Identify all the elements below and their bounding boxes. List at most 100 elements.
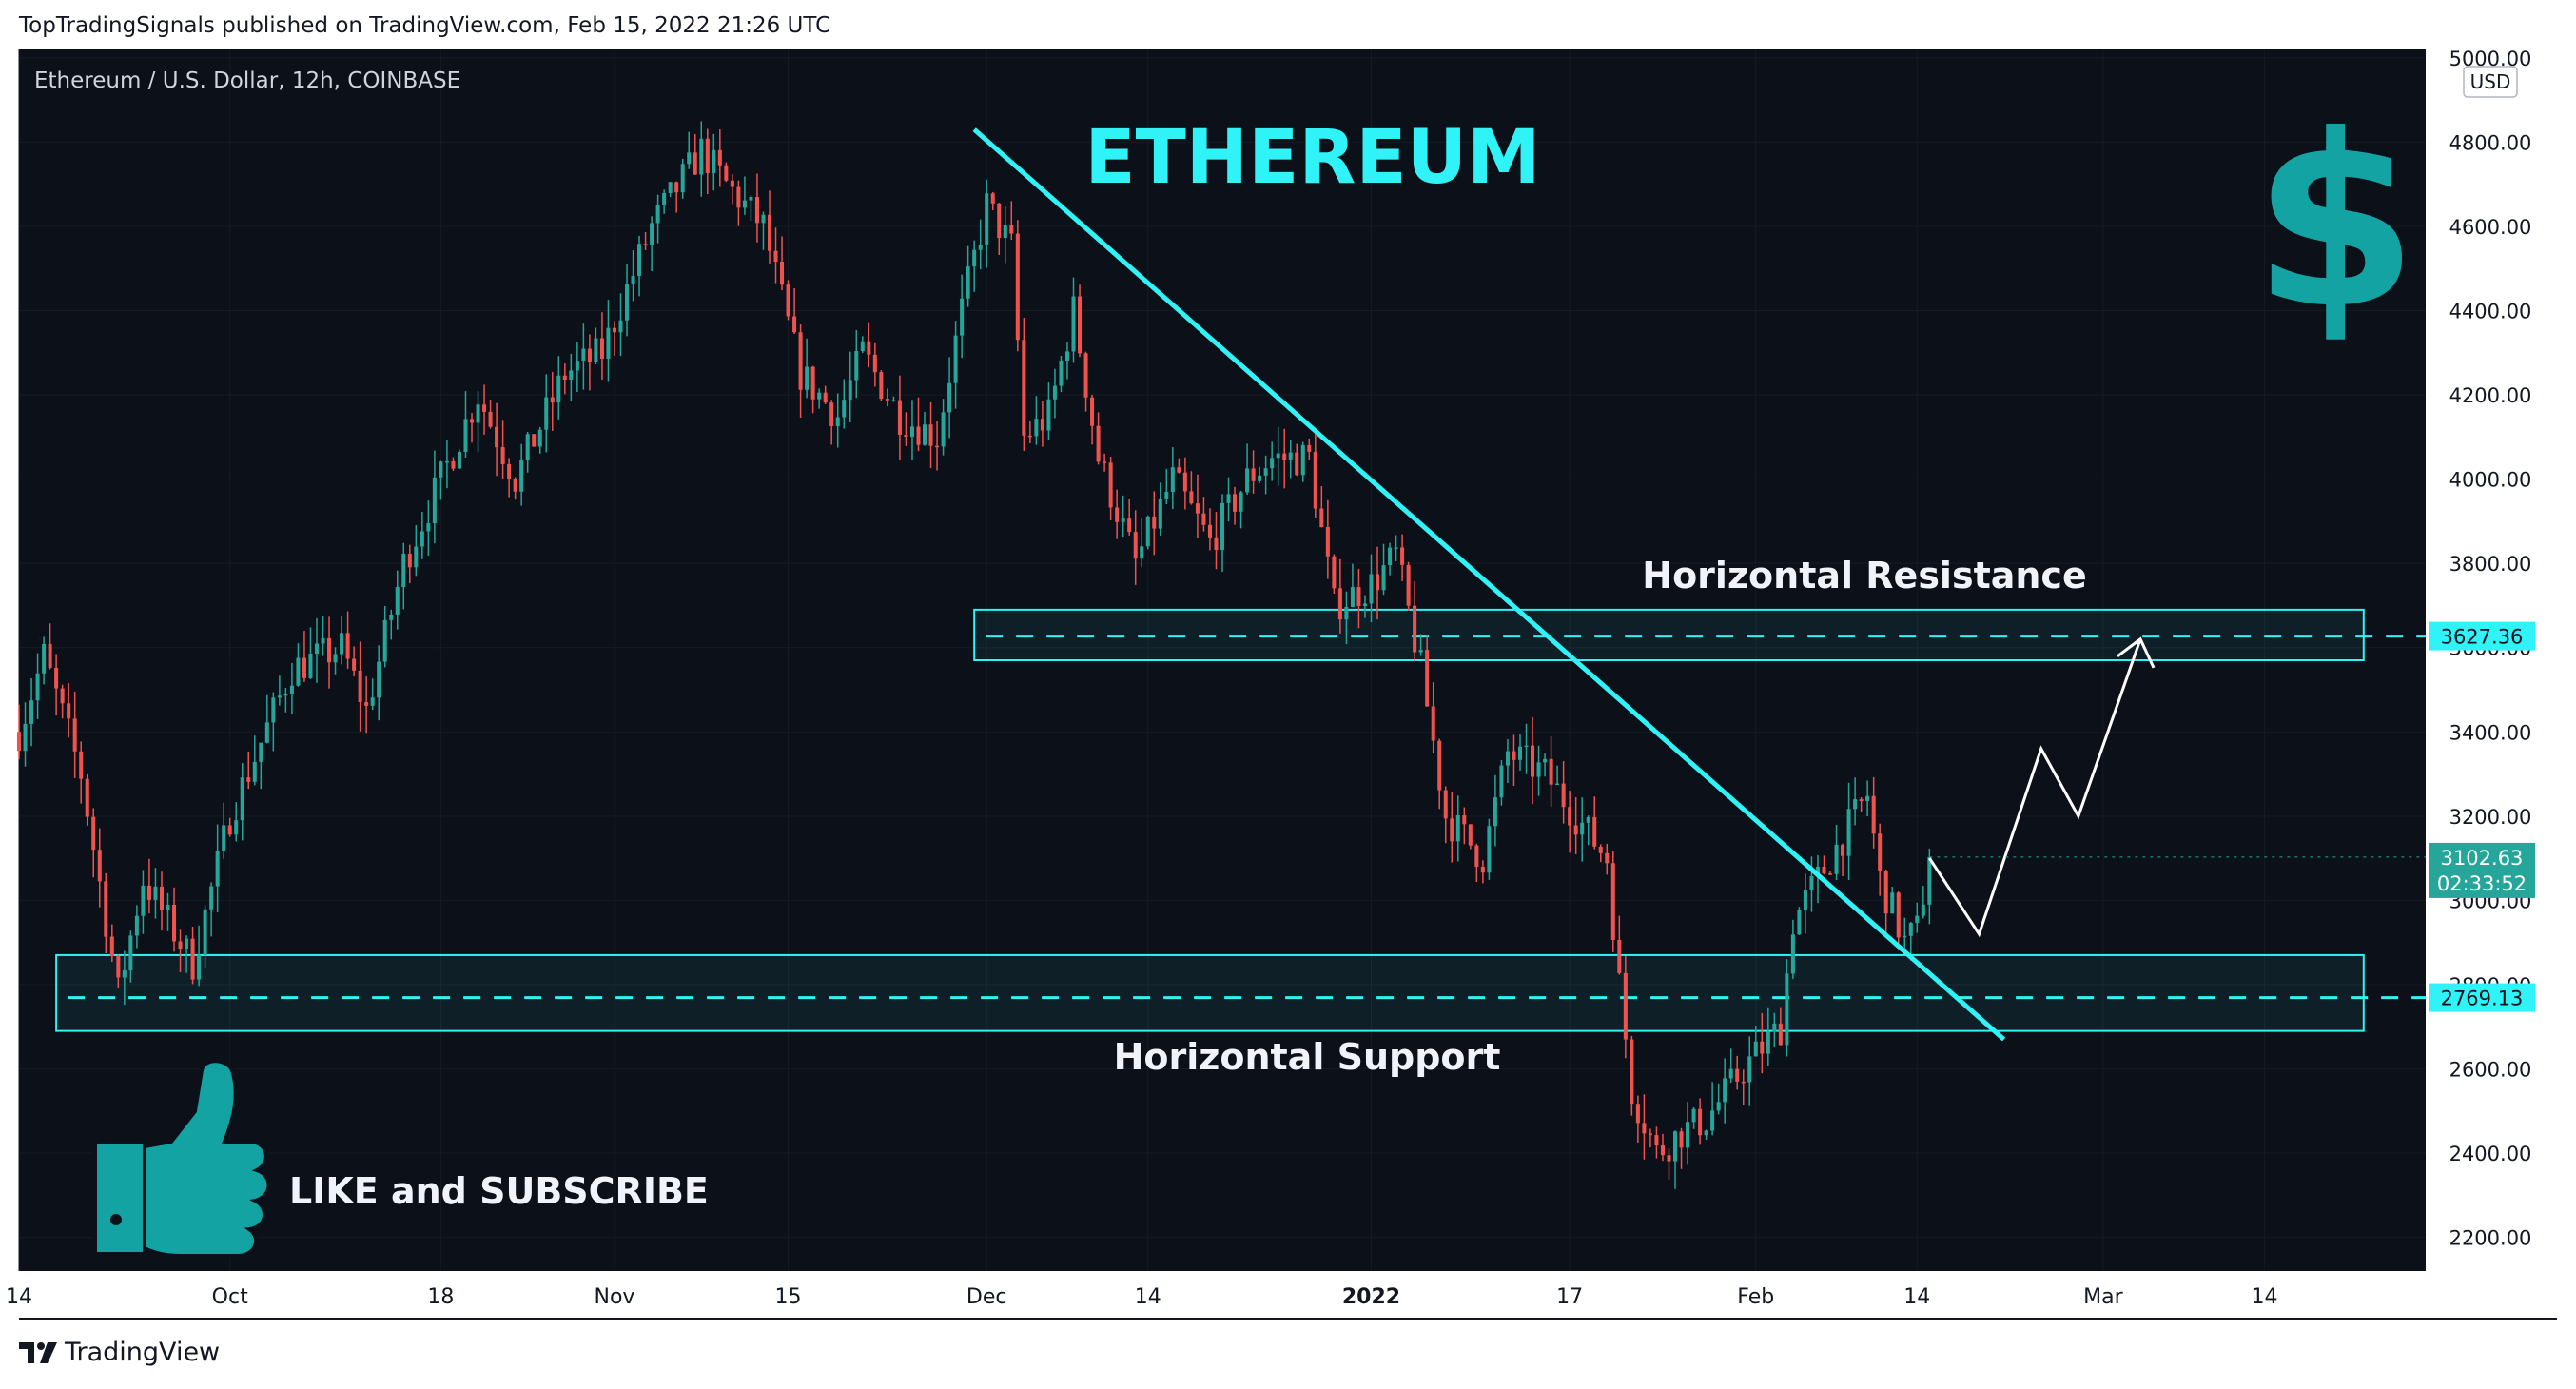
candle-down	[1592, 816, 1597, 847]
candle-up	[1487, 826, 1492, 873]
candle-down	[1127, 518, 1132, 533]
candle-up	[1220, 502, 1225, 550]
candle-up	[749, 197, 753, 201]
candle-down	[1083, 353, 1088, 398]
candle-down	[1307, 444, 1312, 452]
candle-down	[1325, 526, 1330, 557]
candle-up	[1505, 751, 1510, 766]
candle-up	[1350, 587, 1355, 607]
candle-up	[1121, 518, 1125, 522]
candle-down	[327, 637, 332, 663]
time-axis[interactable]: 14 Oct 18 Nov 15 Dec 14 2022 17 Feb 14 Mar 14	[6, 1285, 2277, 1309]
candle-down	[1474, 845, 1479, 868]
time-tick-label: Nov	[595, 1285, 635, 1309]
candle-up	[1865, 795, 1870, 801]
candle-up	[1555, 783, 1560, 786]
candle-up	[655, 205, 660, 224]
candle-up	[556, 375, 561, 403]
candle-down	[780, 262, 785, 285]
candle-down	[116, 956, 121, 978]
candle-up	[1276, 453, 1280, 459]
candle-down	[1741, 1081, 1746, 1084]
candle-up	[252, 761, 257, 782]
price-tick-label: 4200.00	[2449, 384, 2532, 407]
candle-up	[860, 341, 865, 351]
candle-down	[823, 392, 828, 403]
candle-down	[1207, 524, 1212, 538]
currency-badge[interactable]	[2463, 66, 2518, 98]
candle-down	[407, 553, 412, 568]
candle-down	[867, 341, 871, 355]
candle-down	[1189, 491, 1194, 504]
candle-down	[674, 182, 679, 193]
candle-up	[308, 654, 313, 678]
candle-down	[897, 400, 902, 436]
candle-down	[1883, 871, 1888, 914]
candle-down	[1295, 452, 1299, 476]
candle-up	[817, 392, 822, 400]
candle-up	[463, 419, 468, 452]
candle-down	[1133, 532, 1138, 559]
candle-up	[35, 673, 40, 701]
candle-up	[1704, 1130, 1708, 1136]
candle-down	[1480, 867, 1485, 873]
drawings	[972, 127, 2426, 1042]
time-tick-label: Feb	[1737, 1285, 1774, 1309]
candle-up	[854, 350, 859, 381]
candle-up	[1245, 468, 1250, 493]
projection-path	[1928, 638, 2142, 938]
candle-down	[1431, 706, 1435, 741]
candle-down	[1617, 939, 1622, 973]
candle-up	[985, 193, 989, 245]
price-tick-label: 3400.00	[2449, 721, 2532, 744]
candle-up	[1145, 516, 1150, 547]
candle-down	[97, 850, 102, 882]
price-tick-label: 4000.00	[2449, 469, 2532, 492]
candle-up	[1691, 1108, 1696, 1123]
candle-up	[650, 223, 654, 245]
candle-down	[705, 138, 710, 173]
candle-up	[1170, 467, 1175, 492]
candle-up	[624, 284, 630, 321]
candle-down	[1512, 751, 1516, 760]
candle-down	[916, 426, 921, 445]
candle-down	[724, 165, 729, 181]
candle-up	[687, 152, 692, 165]
candle-down	[1182, 472, 1187, 492]
candle-up	[1890, 892, 1895, 914]
candle-up	[953, 335, 958, 383]
candle-down	[1827, 873, 1833, 875]
candle-up	[594, 338, 598, 362]
candle-up	[240, 777, 244, 821]
candle-up	[1455, 815, 1460, 842]
candle-down	[1319, 508, 1324, 527]
candle-up	[668, 182, 673, 193]
time-tick-label: 14	[1135, 1285, 1161, 1309]
candle-up	[122, 970, 127, 978]
candle-down	[798, 332, 803, 390]
candle-down	[1233, 494, 1238, 512]
candle-up	[1158, 499, 1162, 529]
candle-down	[1090, 397, 1095, 426]
candle-down	[1468, 824, 1473, 846]
candle-down	[1009, 225, 1014, 234]
candle-up	[1543, 758, 1548, 763]
candle-down	[1022, 340, 1026, 436]
price-tick-label: 4800.00	[2449, 131, 2532, 154]
candle-down	[109, 936, 114, 957]
candle-down	[1871, 795, 1876, 834]
candle-up	[166, 904, 170, 910]
candle-up	[1536, 762, 1541, 777]
tradingview-brand[interactable]: TradingView	[19, 1338, 220, 1367]
candle-up	[1493, 797, 1497, 827]
candle-up	[439, 461, 443, 478]
candle-up	[947, 382, 952, 413]
candle-down	[717, 149, 722, 166]
candle-up	[401, 553, 406, 588]
candle-up	[414, 546, 419, 568]
projection-arrowhead	[2117, 636, 2156, 669]
candle-down	[1679, 1131, 1684, 1148]
candle-up	[581, 348, 586, 361]
candle-up	[283, 694, 288, 696]
